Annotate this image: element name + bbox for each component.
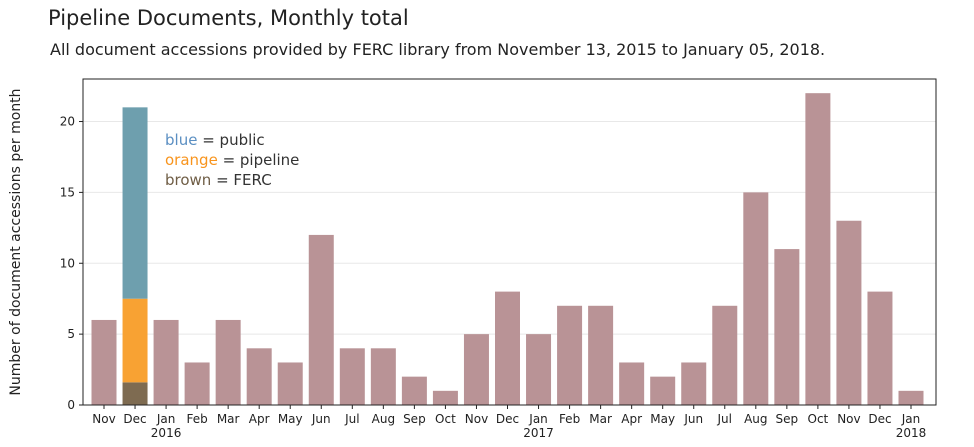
chart-subtitle: All document accessions provided by FERC… bbox=[50, 40, 826, 59]
x-tick-label: Sep bbox=[776, 412, 799, 426]
legend-color-word: blue bbox=[165, 131, 197, 149]
x-tick-label: Jan bbox=[528, 412, 548, 426]
bar bbox=[774, 249, 800, 405]
x-tick-label: Apr bbox=[249, 412, 270, 426]
chart-title: Pipeline Documents, Monthly total bbox=[48, 6, 409, 30]
x-tick-label: Aug bbox=[744, 412, 767, 426]
bar bbox=[401, 376, 427, 405]
bar bbox=[277, 362, 303, 405]
bar bbox=[898, 390, 924, 405]
bar bbox=[588, 305, 614, 405]
y-tick-label: 10 bbox=[60, 256, 75, 270]
bar bbox=[215, 319, 241, 405]
bar bbox=[153, 319, 179, 405]
x-tick-label: Mar bbox=[217, 412, 240, 426]
x-tick-label: Jul bbox=[344, 412, 359, 426]
y-tick-label: 20 bbox=[60, 115, 75, 129]
bar-segment-pipeline bbox=[122, 298, 148, 383]
x-tick-label: Aug bbox=[372, 412, 395, 426]
y-tick-label: 15 bbox=[60, 185, 75, 199]
y-tick-label: 5 bbox=[67, 327, 75, 341]
x-year-label: 2017 bbox=[523, 426, 554, 440]
legend-meaning: = FERC bbox=[211, 171, 271, 189]
bar bbox=[867, 291, 893, 405]
bar bbox=[557, 305, 583, 405]
plot-frame bbox=[82, 78, 937, 406]
x-tick-label: Oct bbox=[808, 412, 829, 426]
y-tick-label: 0 bbox=[67, 398, 75, 412]
bar bbox=[339, 348, 365, 405]
legend: blue = public orange = pipeline brown = FE… bbox=[165, 131, 299, 189]
x-tick-label: Jan bbox=[901, 412, 921, 426]
x-tick-label: Nov bbox=[837, 412, 860, 426]
bar bbox=[743, 192, 769, 405]
bar bbox=[495, 291, 520, 405]
x-tick-label: Feb bbox=[559, 412, 580, 426]
x-tick-label: Dec bbox=[123, 412, 146, 426]
legend-entry: brown = FERC bbox=[165, 171, 272, 189]
x-tick-label: Jun bbox=[311, 412, 331, 426]
legend-entry: blue = public bbox=[165, 131, 265, 149]
bar-segment-ferc bbox=[122, 382, 148, 405]
bar bbox=[308, 234, 334, 405]
x-tick-label: May bbox=[278, 412, 303, 426]
legend-meaning: = public bbox=[197, 131, 264, 149]
bar bbox=[526, 334, 552, 405]
bar bbox=[246, 348, 272, 405]
x-tick-label: Nov bbox=[465, 412, 488, 426]
x-tick-label: Dec bbox=[868, 412, 891, 426]
bar bbox=[712, 305, 738, 405]
x-year-label: 2016 bbox=[151, 426, 182, 440]
bar bbox=[91, 319, 117, 405]
x-tick-label: Mar bbox=[589, 412, 612, 426]
bar bbox=[432, 390, 458, 405]
x-tick-label: May bbox=[650, 412, 675, 426]
x-tick-label: Jun bbox=[683, 412, 703, 426]
y-axis-label: Number of document accessions per month bbox=[8, 88, 24, 395]
x-tick-label: Sep bbox=[403, 412, 426, 426]
bar bbox=[681, 362, 707, 405]
x-tick-label: Nov bbox=[92, 412, 115, 426]
bar bbox=[463, 334, 489, 405]
bar bbox=[836, 220, 862, 405]
bar bbox=[805, 93, 831, 405]
bar bbox=[370, 348, 396, 405]
x-tick-label: Oct bbox=[435, 412, 456, 426]
bar bbox=[650, 376, 676, 405]
legend-color-word: orange bbox=[165, 151, 218, 169]
x-tick-label: Dec bbox=[496, 412, 519, 426]
legend-entry: orange = pipeline bbox=[165, 151, 299, 169]
x-tick-label: Jan bbox=[156, 412, 176, 426]
x-tick-label: Jul bbox=[717, 412, 732, 426]
x-tick-label: Apr bbox=[621, 412, 642, 426]
legend-meaning: = pipeline bbox=[218, 151, 300, 169]
bar bbox=[619, 362, 645, 405]
x-tick-label: Feb bbox=[186, 412, 207, 426]
x-year-label: 2018 bbox=[896, 426, 927, 440]
bar bbox=[184, 362, 210, 405]
bar-segment-public bbox=[122, 107, 148, 299]
legend-color-word: brown bbox=[165, 171, 211, 189]
